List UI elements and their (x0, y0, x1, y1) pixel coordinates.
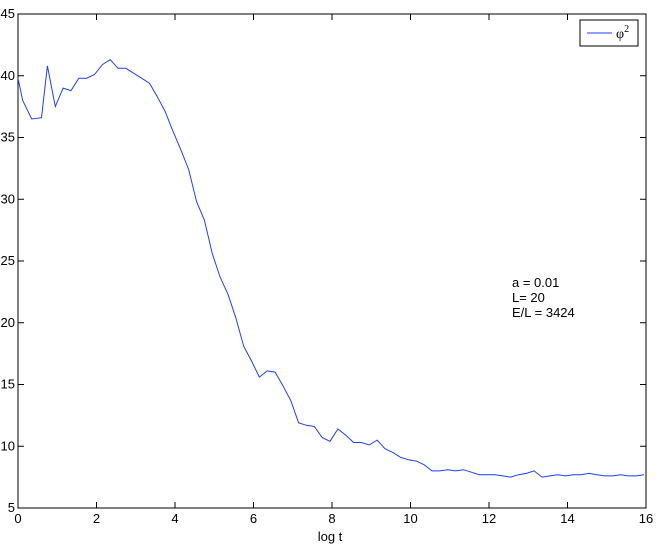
x-axis-label: log t (318, 529, 343, 544)
legend: φ2 (579, 19, 639, 47)
annotation-a: a = 0.01 (512, 275, 559, 290)
annotation-el: E/L = 3424 (512, 305, 575, 320)
x-tick-label: 14 (560, 511, 574, 526)
y-tick-label: 40 (1, 68, 15, 83)
y-tick-label: 20 (1, 315, 15, 330)
x-tick-label: 12 (482, 511, 496, 526)
x-tick-label: 6 (250, 511, 257, 526)
x-tick-label: 16 (639, 511, 653, 526)
y-tick-label: 10 (1, 438, 15, 453)
x-tick-label: 2 (93, 511, 100, 526)
x-tick-label: 8 (328, 511, 335, 526)
y-tick-label: 5 (8, 500, 15, 515)
x-tick-label: 4 (171, 511, 178, 526)
y-tick-label: 15 (1, 377, 15, 392)
legend-label: φ2 (616, 24, 629, 42)
legend-label-base: φ (616, 27, 624, 42)
plot-frame (17, 13, 647, 509)
annotation-l: L= 20 (512, 290, 545, 305)
x-tick-label: 0 (14, 511, 21, 526)
y-tick-label: 35 (1, 130, 15, 145)
axis-tick-labels: 0 2 4 6 8 10 12 14 16 5 10 15 20 25 30 35 40 45 (1, 6, 654, 526)
legend-label-superscript: 2 (624, 24, 629, 35)
series-line-phi2 (17, 59, 645, 478)
y-tick-label: 45 (1, 6, 15, 21)
y-tick-label: 30 (1, 191, 15, 206)
annotation-block: a = 0.01 L= 20 E/L = 3424 (512, 275, 575, 320)
y-tick-label: 25 (1, 253, 15, 268)
x-tick-label: 10 (403, 511, 417, 526)
axis-ticks (17, 13, 647, 509)
